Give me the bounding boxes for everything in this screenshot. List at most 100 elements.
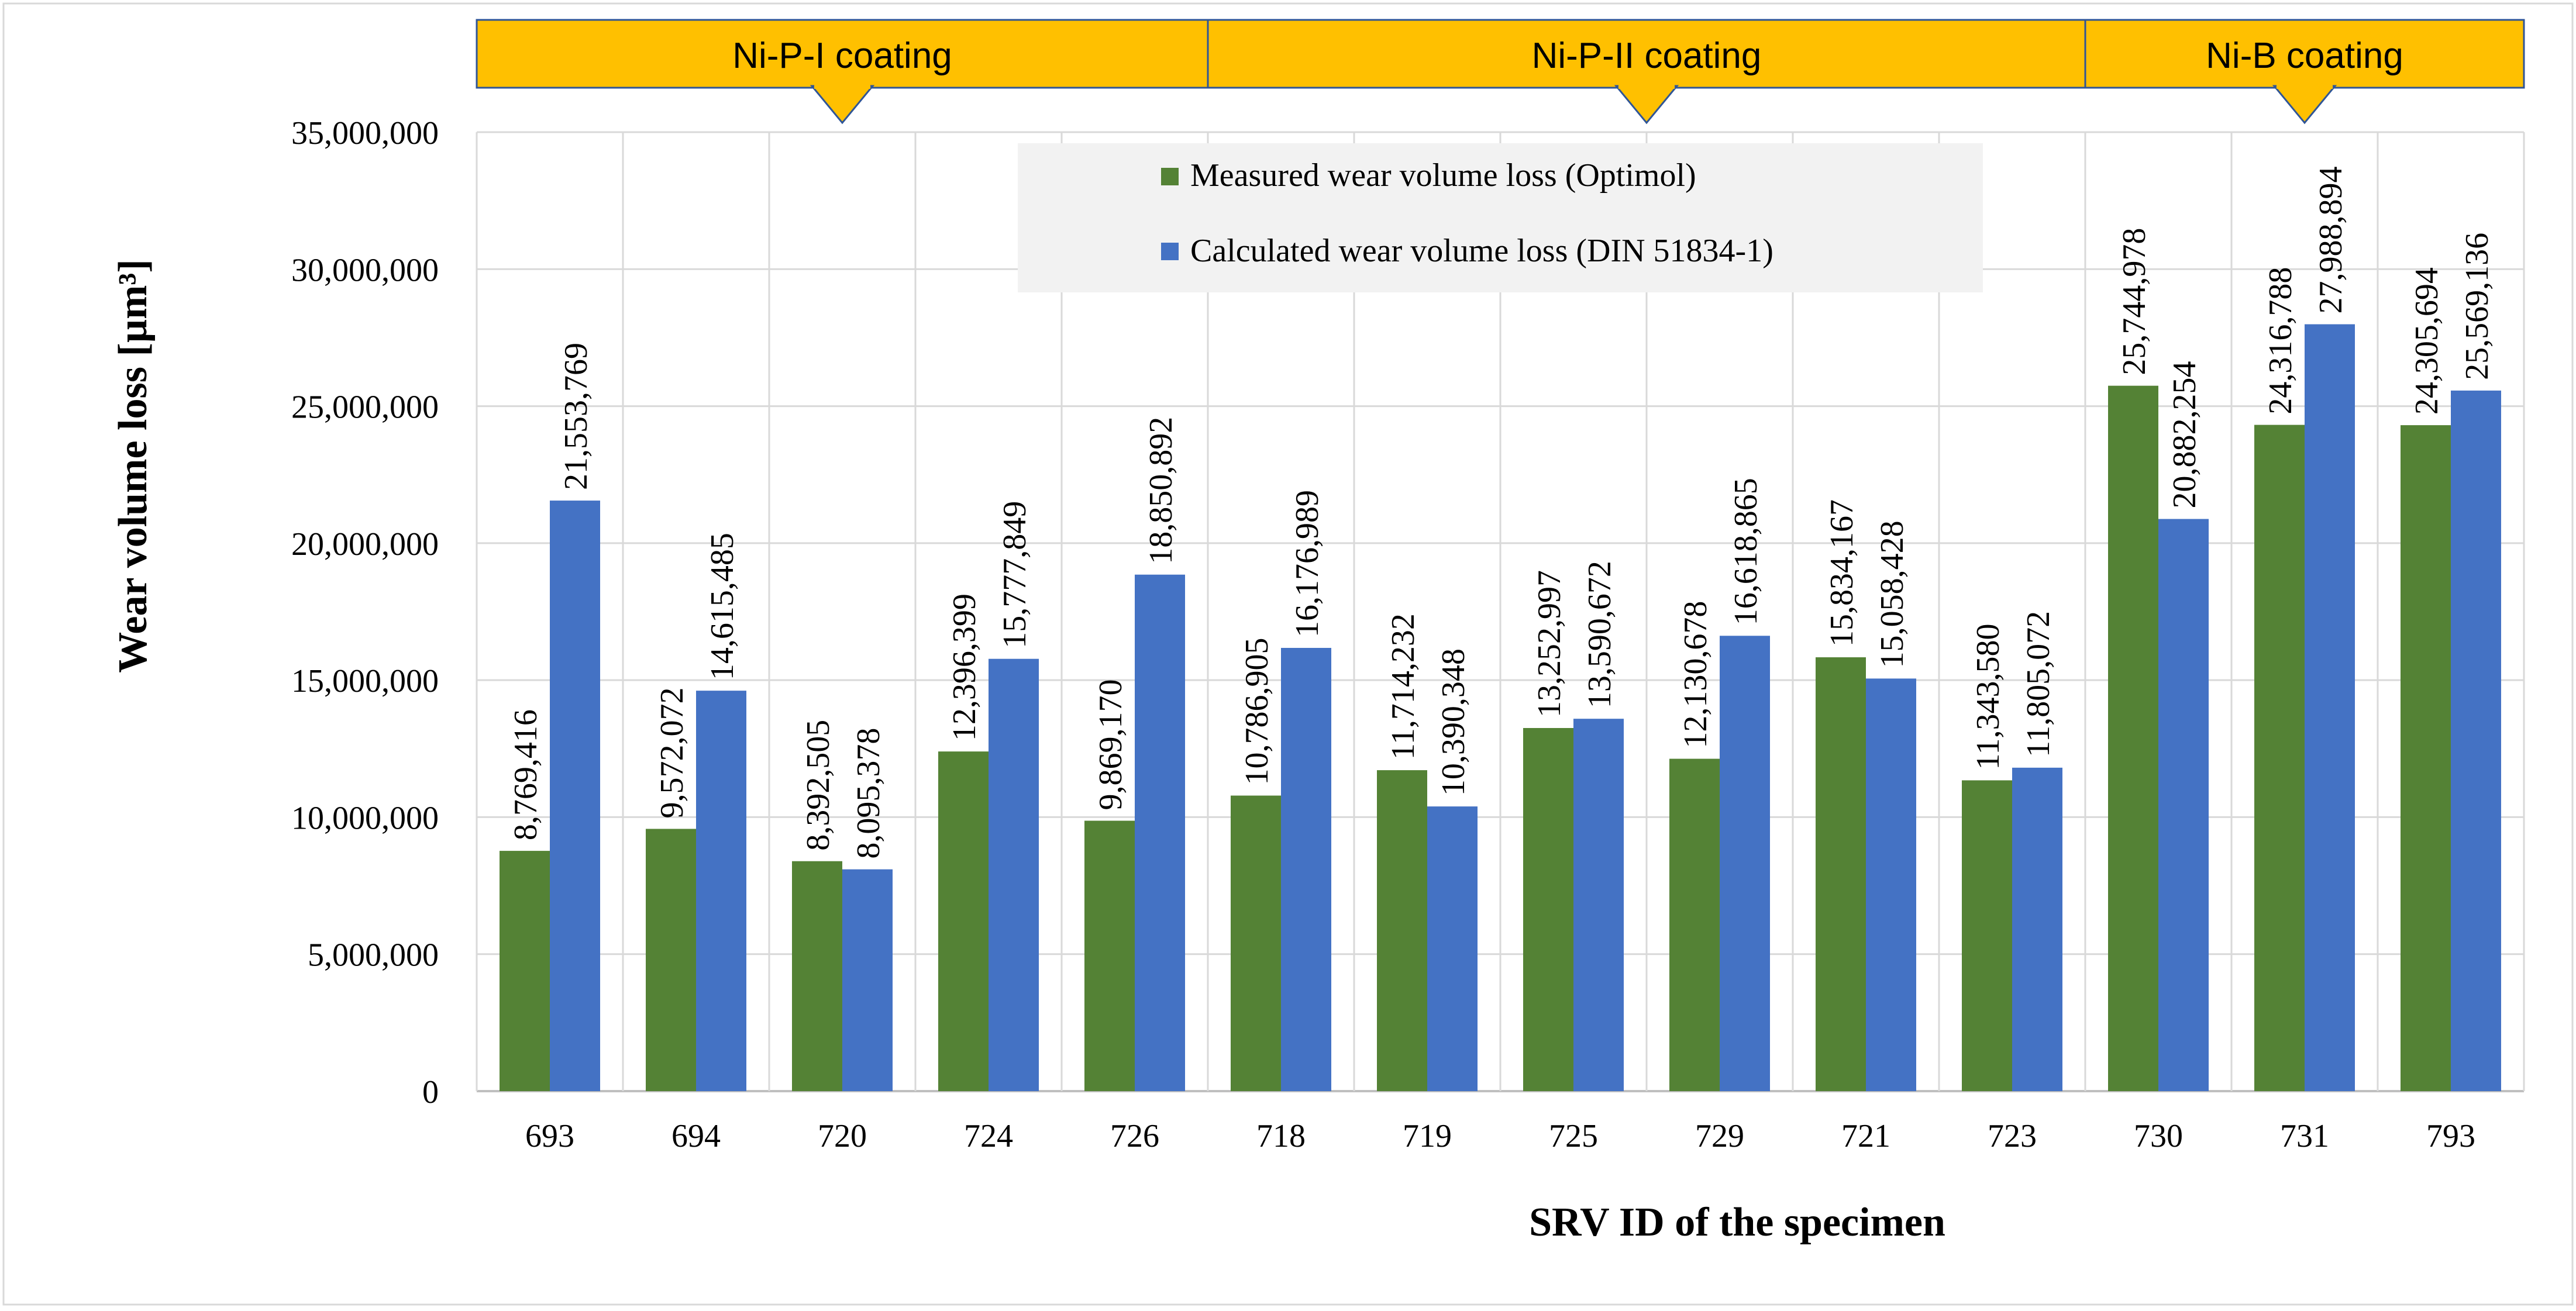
bars [500,324,2501,1092]
chevron-mask [2277,84,2333,89]
bar-measured [1523,728,1573,1091]
bar-calculated [1427,806,1478,1091]
x-axis-ticks: 693 694 720 724 726 718 719 725 729 721 723 730 731 7… [525,1118,2475,1154]
legend-swatch-calculated [1161,243,1179,260]
y-tick-label: 15,000,000 [291,663,439,699]
bar-measured [1231,795,1281,1091]
coating-group-label: Ni-P-I coating [732,36,952,76]
y-tick-label: 30,000,000 [291,252,439,288]
x-tick-label: 694 [671,1118,721,1154]
legend-label-calculated: Calculated wear volume loss (DIN 51834-1… [1190,233,1773,269]
bar-calculated [1573,719,1624,1091]
x-tick-label: 723 [1988,1118,2037,1154]
data-label-calculated: 16,618,865 [1728,478,1764,625]
bar-measured [938,751,989,1091]
x-tick-label: 718 [1256,1118,1306,1154]
data-label-measured: 9,869,170 [1093,679,1129,810]
bar-measured [500,851,550,1091]
bar-measured [792,861,842,1091]
bar-calculated [2305,324,2355,1091]
data-label-measured: 25,744,978 [2116,228,2153,375]
bar-calculated [1866,678,1916,1091]
y-tick-label: 20,000,000 [291,526,439,563]
data-label-measured: 8,392,505 [800,720,836,851]
coating-group-label: Ni-P-II coating [1532,36,1762,76]
x-axis-title: SRV ID of the specimen [1529,1200,1945,1245]
coating-group-label: Ni-B coating [2206,36,2403,76]
coating-group-banner [2084,19,2525,89]
bar-measured [1816,657,1866,1091]
coating-group-banner [476,19,1209,89]
y-tick-label: 5,000,000 [308,937,439,974]
x-tick-label: 721 [1841,1118,1890,1154]
bar-calculated [2158,519,2209,1091]
data-label-measured: 8,769,416 [508,709,544,840]
data-label-measured: 24,305,694 [2409,267,2445,415]
data-label-calculated: 27,988,894 [2313,167,2349,314]
data-label-calculated: 14,615,485 [704,533,741,680]
data-label-calculated: 15,777,849 [997,501,1033,648]
data-label-measured: 9,572,072 [654,687,690,818]
legend-label-measured: Measured wear volume loss (Optimol) [1190,157,1696,194]
y-axis-title: Wear volume loss [µm³] [111,259,156,672]
x-tick-label: 793 [2426,1118,2475,1154]
bar-calculated [1281,647,1331,1091]
bar-calculated [842,869,893,1091]
data-label-measured: 12,130,678 [1678,601,1714,748]
bar-measured [1669,758,1720,1091]
bar-measured [2254,425,2305,1092]
data-label-measured: 12,396,399 [946,594,983,741]
data-label-measured: 11,714,232 [1385,613,1421,760]
chevron-mask [1618,84,1675,89]
data-label-calculated: 8,095,378 [850,728,887,859]
y-axis-ticks: 0 5,000,000 10,000,000 15,000,000 20,000,000… [291,115,439,1110]
bar-calculated [696,691,746,1091]
legend: Measured wear volume loss (Optimol) Calc… [1018,143,1983,292]
y-tick-label: 25,000,000 [291,389,439,426]
coating-groups-banner: Ni-P-I coating Ni-P-II coating Ni-B coatin… [476,19,2525,125]
bar-calculated [989,658,1039,1091]
chevron-mask [814,84,870,89]
bar-measured [1962,780,2012,1091]
coating-group-banner [1207,19,2086,89]
bar-calculated [2012,767,2062,1091]
data-label-measured: 13,252,997 [1531,570,1568,717]
x-tick-label: 724 [964,1118,1013,1154]
data-label-calculated: 16,176,989 [1289,490,1325,637]
x-tick-label: 725 [1549,1118,1598,1154]
bar-calculated [1720,636,1770,1091]
y-tick-label: 10,000,000 [291,800,439,836]
x-tick-label: 730 [2134,1118,2183,1154]
bar-measured [1084,820,1135,1091]
bar-calculated [1135,574,1185,1091]
data-label-calculated: 18,850,892 [1143,417,1179,564]
x-tick-label: 731 [2280,1118,2329,1154]
data-label-calculated: 11,805,072 [2020,611,2057,757]
x-tick-label: 726 [1110,1118,1159,1154]
bar-measured [2401,425,2451,1091]
x-tick-label: 729 [1695,1118,1744,1154]
data-label-calculated: 21,553,769 [558,343,594,490]
legend-swatch-measured [1161,168,1179,185]
bar-calculated [550,501,600,1091]
data-label-calculated: 13,590,672 [1582,561,1618,708]
data-label-calculated: 10,390,348 [1435,648,1472,796]
bar-measured [2108,385,2158,1092]
data-label-calculated: 15,058,428 [1874,520,1910,668]
data-label-measured: 24,316,788 [2262,267,2299,415]
x-tick-label: 693 [525,1118,574,1154]
y-tick-label: 0 [422,1074,439,1110]
bar-measured [1377,770,1427,1091]
bar-calculated [2451,390,2501,1091]
data-labels: 8,769,416 21,553,769 9,572,072 14,615,485 8,… [508,167,2495,859]
data-label-measured: 10,786,905 [1239,638,1275,785]
data-label-measured: 15,834,167 [1824,499,1860,647]
data-label-calculated: 20,882,254 [2167,361,2203,509]
data-label-calculated: 25,569,136 [2459,233,2495,380]
bar-measured [646,829,696,1091]
data-label-measured: 11,343,580 [1970,624,2006,770]
x-tick-label: 720 [818,1118,867,1154]
